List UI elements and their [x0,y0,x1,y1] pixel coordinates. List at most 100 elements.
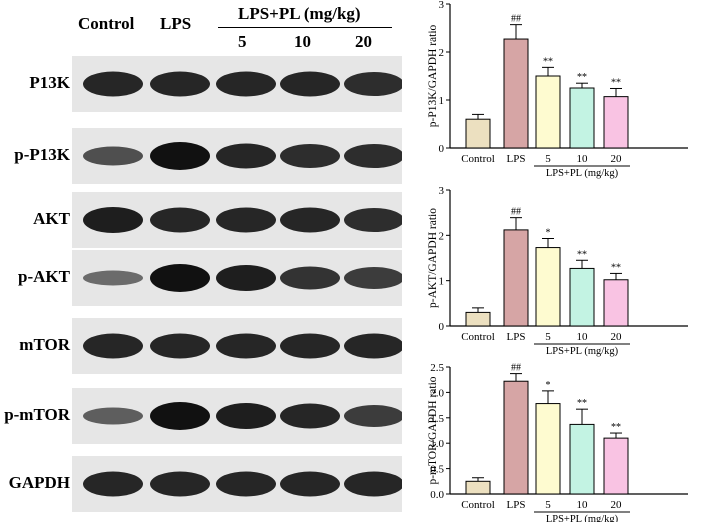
chart2-bar-3 [569,423,595,495]
chart1-xlabel-4: 20 [611,331,623,343]
chart2-sig-1: ## [511,363,521,374]
blot-band-5-0 [83,407,143,425]
blot-band-3-4 [344,267,402,289]
chart2-ytick-label-3: 1.5 [430,413,444,425]
blot-band-5-1 [150,402,210,430]
chart2-ytick-label-0: 0.0 [430,489,444,501]
chart2-xlabel-3: 10 [577,499,589,511]
blot-label-6: GAPDH [8,473,70,492]
blot-band-2-0 [83,207,143,233]
chart2-xlabel-4: 20 [611,499,623,511]
blot-strip-6 [72,456,402,512]
chart2-group-label: LPS+PL (mg/kg) [546,514,619,522]
chart1-group-label: LPS+PL (mg/kg) [546,346,619,357]
chart0-ytick-label-0: 0 [439,143,445,155]
blot-strip-3 [72,250,402,306]
blot-band-0-2 [216,71,276,97]
blot-band-4-3 [280,333,340,359]
chart0-sig-1: ## [511,14,521,25]
chart0-ytick-label-1: 1 [439,95,445,107]
blot-band-0-1 [150,71,210,97]
chart2-y-title: p-mTOR/GAPDH ratio [427,376,439,484]
blot-band-6-0 [83,471,143,497]
chart0-bar-0 [465,118,491,149]
blot-band-2-1 [150,207,210,233]
blot-band-1-0 [83,146,143,166]
chart1-ytick-label-1: 1 [439,276,445,288]
chart0-bar-1 [503,38,529,149]
blot-band-1-1 [150,142,210,170]
chart2-xlabel-2: 5 [545,499,551,511]
chart1-bar-1 [503,229,529,327]
blot-band-5-3 [280,403,340,429]
chart2-ytick-label-2: 1.0 [430,438,444,450]
chart2-sig-2: * [546,380,551,391]
chart1-sig-3: ** [577,249,587,260]
blot-band-6-1 [150,471,210,497]
blot-band-4-2 [216,333,276,359]
blot-band-3-2 [216,265,276,291]
blot-strip-2 [72,192,402,248]
chart2-bar-2 [535,403,561,495]
chart0-xlabel-3: 10 [577,153,589,165]
blot-band-6-4 [344,471,402,497]
chart2-ytick-label-4: 2.0 [430,387,444,399]
chart2-bar-1 [503,380,529,495]
chart1-sig-2: * [546,228,551,239]
blot-label-0: P13K [29,73,70,92]
blot-band-0-4 [344,72,402,96]
chart0-group-label: LPS+PL (mg/kg) [546,168,619,179]
blot-band-4-0 [83,333,143,359]
chart1-xlabel-0: Control [461,331,495,343]
chart0-xlabel-1: LPS [507,153,526,165]
chart1-xlabel-2: 5 [545,331,551,343]
dose-10-header: 10 [294,32,311,51]
chart0-bar-4 [603,96,629,149]
chart1-bar-3 [569,267,595,327]
chart2-sig-4: ** [611,422,621,433]
blot-band-6-3 [280,471,340,497]
chart2-ytick-label-1: 0.5 [430,464,444,476]
blot-band-6-2 [216,471,276,497]
chart0-bar-3 [569,87,595,149]
blot-band-3-1 [150,264,210,292]
blot-band-3-0 [83,270,143,286]
chart0-xlabel-2: 5 [545,153,551,165]
blot-band-4-4 [344,333,402,359]
lps-pl-header: LPS+PL (mg/kg) [238,4,361,23]
blot-label-4: mTOR [19,335,70,354]
blot-band-1-3 [280,144,340,168]
chart0-sig-2: ** [543,56,553,67]
chart2-xlabel-1: LPS [507,499,526,511]
blot-label-3: p-AKT [18,267,70,286]
chart1-y-title: p-AKT/GAPDH ratio [427,208,439,308]
blot-label-2: AKT [33,209,70,228]
blot-label-1: p-P13K [14,145,70,164]
blot-strip-1 [72,128,402,184]
control-header: Control [78,14,135,33]
blot-strip-5 [72,388,402,444]
chart1-bar-0 [465,311,491,327]
blot-band-4-1 [150,333,210,359]
chart2-bar-4 [603,437,629,495]
chart0-ytick-label-2: 2 [439,47,445,59]
blot-band-5-4 [344,405,402,427]
chart1-xlabel-3: 10 [577,331,589,343]
blot-band-2-4 [344,208,402,232]
chart1-sig-1: ## [511,207,521,218]
chart1-bar-4 [603,279,629,327]
chart1-ytick-label-0: 0 [439,321,445,333]
chart2-bar-0 [465,480,491,495]
chart2-ytick-label-5: 2.5 [430,362,444,374]
chart1-xlabel-1: LPS [507,331,526,343]
blot-band-1-2 [216,143,276,169]
lps-pl-underline [218,27,392,28]
dose-20-header: 20 [355,32,372,51]
chart0-xlabel-4: 20 [611,153,623,165]
blot-band-1-4 [344,144,402,168]
blot-band-0-0 [83,71,143,97]
blot-label-5: p-mTOR [4,405,70,424]
blot-band-2-3 [280,207,340,233]
chart1-ytick-label-2: 2 [439,230,445,242]
